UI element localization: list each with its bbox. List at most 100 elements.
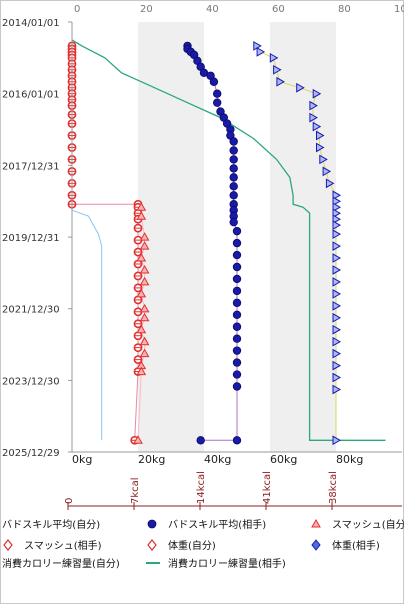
series-1-point	[139, 276, 150, 286]
series-3-point	[332, 348, 342, 359]
legend-item: 体重(相手)	[311, 539, 380, 552]
series-3-point	[332, 229, 342, 239]
series-1-point	[139, 336, 150, 346]
y-tick-label: 2025/12/29	[2, 448, 60, 459]
x-top-tick-label: 80	[338, 4, 351, 15]
series-1-point	[136, 253, 147, 262]
legend-swatch	[3, 539, 13, 551]
legend: バドスキル平均(自分) バドスキル平均(相手) スマッシュ(自分) スマッシュ(相手)…	[2, 518, 404, 570]
series-3-point	[316, 142, 325, 153]
legend-item: スマッシュ(自分)	[311, 518, 404, 531]
series-2-point	[232, 334, 242, 343]
series-1-point	[136, 211, 147, 220]
series-1-point	[136, 202, 147, 211]
series-3-point	[332, 196, 342, 207]
series-2-point	[232, 436, 242, 445]
x-top-tick-label: 40	[206, 4, 219, 15]
legend-swatch	[147, 539, 157, 551]
series-3-point	[332, 336, 342, 347]
legend-item: 体重(自分)	[147, 539, 216, 552]
series-2-point	[232, 250, 242, 260]
series-3-point	[332, 435, 342, 446]
series-line-4	[71, 39, 386, 441]
series-1-point	[136, 324, 147, 334]
legend-item: バドスキル平均(相手)	[147, 518, 266, 531]
x-weight-tick-label: 0kg	[72, 453, 92, 466]
series-3-point	[332, 253, 342, 263]
series-2-point	[232, 262, 242, 272]
series-2-point	[229, 137, 238, 146]
series-3-point	[332, 372, 342, 383]
y-tick-label: 2017/12/31	[2, 161, 60, 172]
series-connector-0	[71, 45, 139, 441]
series-2-point	[229, 146, 238, 155]
shaded-band-1	[270, 22, 336, 452]
series-3-point	[276, 76, 285, 87]
x-top-tick-label: 60	[272, 4, 285, 15]
x-axis-kcal-scale: 0 7kcal 14kcal 41kcal 38kcal	[64, 471, 402, 510]
y-tick-label: 2014/01/01	[2, 18, 60, 29]
series-3-point	[309, 100, 318, 111]
series-1-point	[136, 288, 147, 298]
y-axis-date-labels: 2014/01/01 2016/01/01 2017/12/31 2019/12/31…	[2, 18, 72, 459]
x-top-tick-label: 0	[74, 4, 80, 15]
series-1-point	[136, 366, 147, 376]
series-3-point	[332, 277, 342, 287]
series-2-point	[229, 182, 238, 191]
legend-item: スマッシュ(相手)	[3, 539, 102, 552]
series-1-point	[139, 348, 150, 358]
series-3-point	[332, 384, 342, 395]
series-2-point	[209, 77, 219, 86]
series-3-point	[312, 88, 322, 99]
kcal-tick-label: 7kcal	[130, 477, 141, 504]
series-3-point	[322, 166, 332, 177]
series-line-5	[71, 209, 103, 441]
series-3-point	[332, 220, 342, 231]
series-3-point	[269, 52, 279, 63]
legend-label: バドスキル平均(相手)	[168, 518, 266, 531]
x-weight-tick-label: 60kg	[270, 453, 297, 466]
series-2-point	[232, 358, 242, 367]
kcal-tick-label: 38kcal	[328, 471, 339, 504]
series-2-point	[196, 436, 205, 445]
legend-item: 消費カロリー練習量(自分)	[2, 557, 120, 570]
legend-label: スマッシュ(自分)	[332, 518, 404, 531]
y-tick-label: 2023/12/30	[2, 376, 60, 387]
series-2-point	[232, 382, 242, 391]
series-3-point	[273, 64, 282, 75]
y-tick-label: 2021/12/30	[2, 305, 60, 316]
x-weight-tick-label: 40kg	[204, 453, 231, 466]
x-weight-tick-label: 20kg	[138, 453, 165, 466]
legend-label: 消費カロリー練習量(相手)	[168, 557, 286, 570]
legend-label: バドスキル平均(自分)	[2, 518, 100, 531]
series-3-point	[332, 214, 342, 225]
series-2-point	[232, 346, 242, 355]
legend-swatch	[311, 539, 321, 551]
series-3-point	[332, 300, 342, 311]
legend-item: バドスキル平均(自分)	[2, 518, 100, 531]
series-2-point	[229, 191, 238, 200]
series-2-point	[232, 226, 242, 236]
series-3-point	[332, 190, 342, 201]
x-axis-weight-labels: 0kg 20kg 40kg 60kg 80kg	[72, 453, 363, 466]
series-2-point	[232, 274, 242, 284]
series-3-point	[332, 241, 342, 251]
series-3-point	[332, 312, 342, 323]
series-3-point	[309, 112, 318, 123]
x-top-tick-label: 20	[140, 4, 153, 15]
legend-swatch	[311, 518, 321, 528]
series-1-point	[139, 264, 150, 274]
axes	[71, 22, 402, 453]
series-2-point	[212, 89, 222, 98]
series-2-point	[229, 173, 238, 182]
x-weight-tick-label: 80kg	[336, 453, 363, 466]
series-3-point	[332, 202, 342, 213]
series-2-point	[232, 286, 242, 296]
series-3-point	[312, 121, 322, 132]
series-2-point	[232, 238, 242, 248]
series-3-point	[319, 154, 328, 165]
series-3-point	[332, 324, 342, 335]
series-2-point	[232, 370, 242, 379]
kcal-tick-label: 14kcal	[196, 471, 207, 504]
